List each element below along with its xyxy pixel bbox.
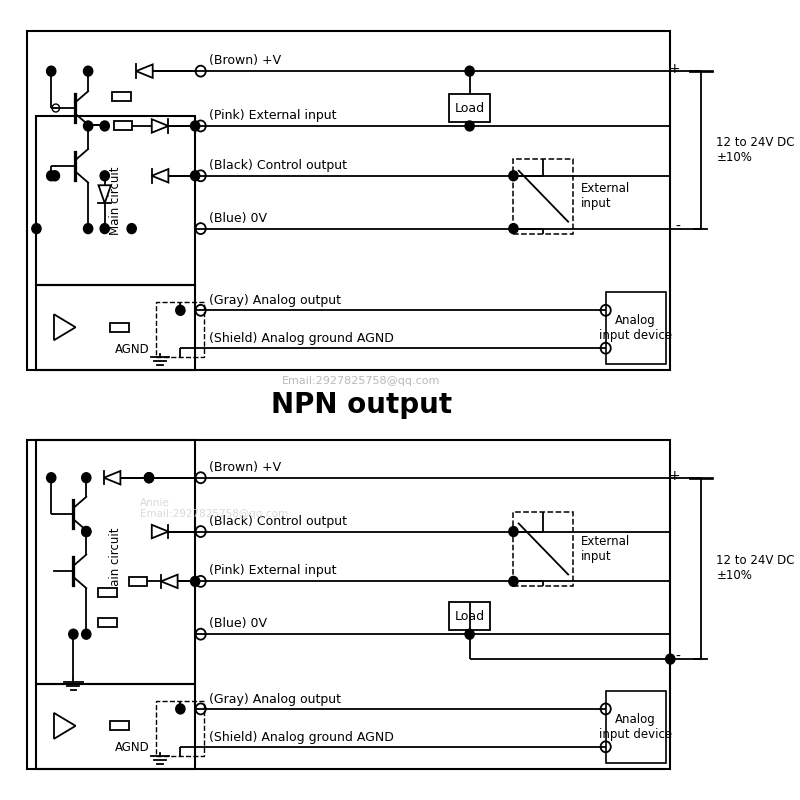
Text: AGND: AGND [115,342,150,356]
Text: Load: Load [454,102,485,114]
Circle shape [69,630,78,639]
Text: External
input: External input [581,535,630,563]
Bar [98,618,117,627]
Circle shape [190,170,200,181]
Bar [27,440,670,769]
Bar [129,577,147,586]
Polygon shape [104,471,121,485]
Text: (Pink) External input: (Pink) External input [209,564,337,578]
Polygon shape [152,119,168,133]
Circle shape [83,66,93,76]
Text: Main circuit: Main circuit [110,528,122,596]
Circle shape [190,576,200,586]
Circle shape [46,66,56,76]
Text: 12 to 24V DC
±10%: 12 to 24V DC ±10% [717,554,795,582]
Circle shape [82,473,91,482]
Polygon shape [152,525,168,538]
Text: (Blue) 0V: (Blue) 0V [209,618,267,630]
Polygon shape [161,574,178,588]
Bar [112,91,130,101]
Bar [37,286,195,370]
Text: 12 to 24V DC
±10%: 12 to 24V DC ±10% [717,136,795,164]
Bar [156,302,204,357]
Text: -: - [675,650,681,664]
Bar [110,322,129,332]
Text: Email:2927825758@qq.com: Email:2927825758@qq.com [282,376,440,386]
Circle shape [83,121,93,131]
Text: (Pink) External input: (Pink) External input [209,109,337,122]
Text: (Gray) Analog output: (Gray) Analog output [209,294,341,307]
Text: Analog
input device: Analog input device [599,314,672,342]
Circle shape [190,121,200,131]
Circle shape [176,306,185,315]
Circle shape [144,473,154,482]
Text: (Shield) Analog ground AGND: (Shield) Analog ground AGND [209,332,394,346]
Circle shape [509,224,518,234]
Circle shape [100,224,110,234]
Circle shape [32,224,41,234]
Text: Annie
Email:2927825758@qq.com: Annie Email:2927825758@qq.com [140,498,288,519]
Circle shape [46,473,56,482]
Text: (Blue) 0V: (Blue) 0V [209,212,267,225]
Text: Load: Load [454,610,485,622]
Circle shape [144,473,154,482]
Text: (Black) Control output: (Black) Control output [209,514,347,527]
Bar [449,602,490,630]
Circle shape [50,170,59,181]
Circle shape [509,526,518,537]
Circle shape [100,170,110,181]
Circle shape [509,170,518,181]
Circle shape [465,630,474,639]
Circle shape [82,630,91,639]
Text: -: - [675,220,681,234]
Text: (Shield) Analog ground AGND: (Shield) Analog ground AGND [209,731,394,744]
Text: NPN output: NPN output [270,391,452,419]
Bar [606,691,666,762]
Bar [37,440,195,684]
Bar [514,159,574,234]
Text: External
input: External input [581,182,630,210]
Bar [27,31,670,370]
Circle shape [465,66,474,76]
Bar [37,116,195,286]
Bar [449,94,490,122]
Text: AGND: AGND [115,742,150,754]
Circle shape [82,526,91,537]
Circle shape [127,224,136,234]
Text: (Brown) +V: (Brown) +V [209,54,281,67]
Text: (Brown) +V: (Brown) +V [209,461,281,474]
Circle shape [465,121,474,131]
Polygon shape [136,65,153,78]
Bar [606,292,666,364]
Text: (Black) Control output: (Black) Control output [209,159,347,172]
Text: (Gray) Analog output: (Gray) Analog output [209,693,341,706]
Polygon shape [98,186,111,203]
Bar [156,701,204,756]
Polygon shape [152,169,168,182]
Circle shape [46,170,56,181]
Bar [98,588,117,598]
Circle shape [83,224,93,234]
Polygon shape [54,713,75,739]
Circle shape [666,654,675,664]
Text: Analog
input device: Analog input device [599,713,672,741]
Text: +: + [669,469,681,482]
Text: Main circuit: Main circuit [110,166,122,235]
Bar [114,122,133,130]
Circle shape [82,526,91,537]
Bar [37,684,195,769]
Bar [514,512,574,586]
Polygon shape [54,314,75,340]
Bar [110,722,129,730]
Circle shape [509,576,518,586]
Circle shape [100,121,110,131]
Text: +: + [669,62,681,76]
Circle shape [176,704,185,714]
